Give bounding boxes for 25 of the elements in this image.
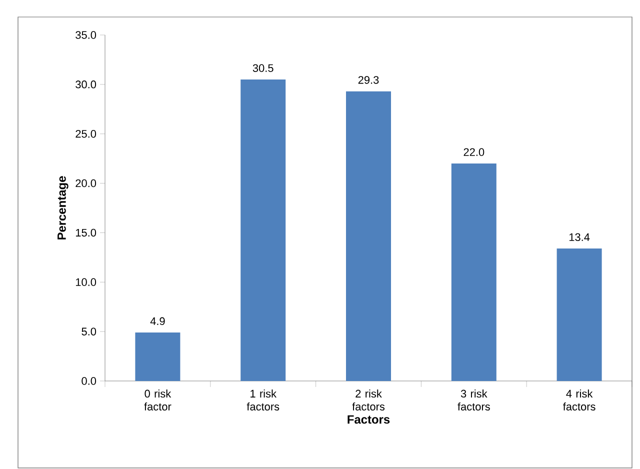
bar	[556, 248, 602, 381]
bar	[240, 79, 286, 381]
x-tick-label: 0 risk factor	[144, 390, 172, 411]
bar	[346, 91, 392, 381]
data-label: 22.0	[464, 148, 484, 156]
y-tick-label: 0.0	[82, 377, 96, 385]
y-tick-label: 30.0	[76, 80, 96, 88]
data-label: 4.9	[150, 317, 165, 326]
x-tick-label: 3 risk factors	[458, 390, 490, 411]
x-tick-label: 4 risk factors	[563, 390, 596, 411]
y-tick-label: 10.0	[76, 278, 96, 286]
data-label: 13.4	[569, 233, 590, 242]
y-tick-label: 15.0	[76, 228, 96, 237]
y-tick-label: 5.0	[82, 328, 96, 336]
data-label: 29.3	[358, 76, 379, 84]
data-label: 30.5	[252, 64, 274, 72]
bar	[135, 332, 180, 381]
y-tick-label: 20.0	[76, 179, 96, 188]
x-axis-title: Factors	[348, 415, 390, 424]
y-tick-label: 25.0	[76, 130, 96, 138]
bar	[451, 164, 496, 381]
x-tick-label: 2 risk factors	[352, 390, 385, 411]
y-axis-title: Percentage	[58, 176, 68, 240]
x-tick-label: 1 risk factors	[246, 390, 280, 411]
y-tick-label: 35.0	[76, 31, 96, 39]
